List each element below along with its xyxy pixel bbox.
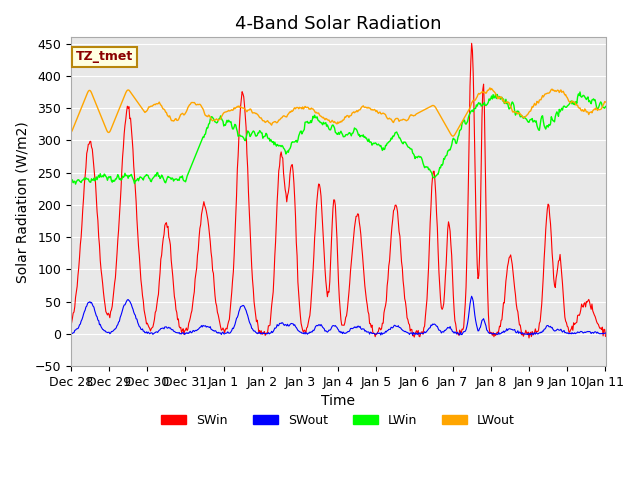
Y-axis label: Solar Radiation (W/m2): Solar Radiation (W/m2) — [15, 121, 29, 283]
LWout — [449, 133, 456, 139]
SWout — [377, 332, 385, 338]
SWin — [553, 271, 561, 276]
LWout — [602, 99, 609, 105]
LWin — [243, 135, 250, 141]
SWin — [154, 296, 161, 301]
LWin — [602, 104, 609, 109]
SWout — [67, 330, 75, 336]
LWin — [155, 173, 163, 179]
X-axis label: Time: Time — [321, 394, 355, 408]
LWin — [552, 111, 560, 117]
SWin — [602, 334, 609, 339]
SWout — [241, 306, 249, 312]
SWin — [241, 114, 249, 120]
LWin — [518, 113, 525, 119]
Line: LWin: LWin — [71, 92, 605, 184]
SWin — [468, 40, 476, 46]
LWout — [209, 117, 217, 123]
LWin — [211, 117, 218, 123]
Text: TZ_tmet: TZ_tmet — [76, 50, 133, 63]
LWout — [241, 107, 249, 112]
LWin — [72, 181, 79, 187]
Line: SWout: SWout — [71, 296, 605, 335]
SWout — [82, 304, 90, 310]
SWin — [82, 165, 90, 170]
SWin — [525, 335, 533, 341]
LWout — [553, 88, 561, 94]
LWout — [67, 130, 75, 135]
SWin — [518, 332, 525, 338]
LWout — [154, 101, 161, 107]
SWout — [154, 330, 161, 336]
LWout — [486, 85, 494, 91]
LWin — [67, 177, 75, 183]
SWin — [67, 322, 75, 327]
Title: 4-Band Solar Radiation: 4-Band Solar Radiation — [235, 15, 442, 33]
SWin — [209, 271, 217, 276]
SWout — [602, 330, 609, 336]
SWout — [209, 327, 217, 333]
LWin — [83, 176, 90, 182]
Line: LWout: LWout — [71, 88, 605, 136]
SWout — [553, 327, 561, 333]
LWin — [576, 89, 584, 95]
Line: SWin: SWin — [71, 43, 605, 338]
SWout — [519, 330, 527, 336]
LWout — [82, 94, 90, 100]
LWout — [519, 114, 527, 120]
Legend: SWin, SWout, LWin, LWout: SWin, SWout, LWin, LWout — [156, 409, 520, 432]
SWout — [468, 293, 476, 299]
